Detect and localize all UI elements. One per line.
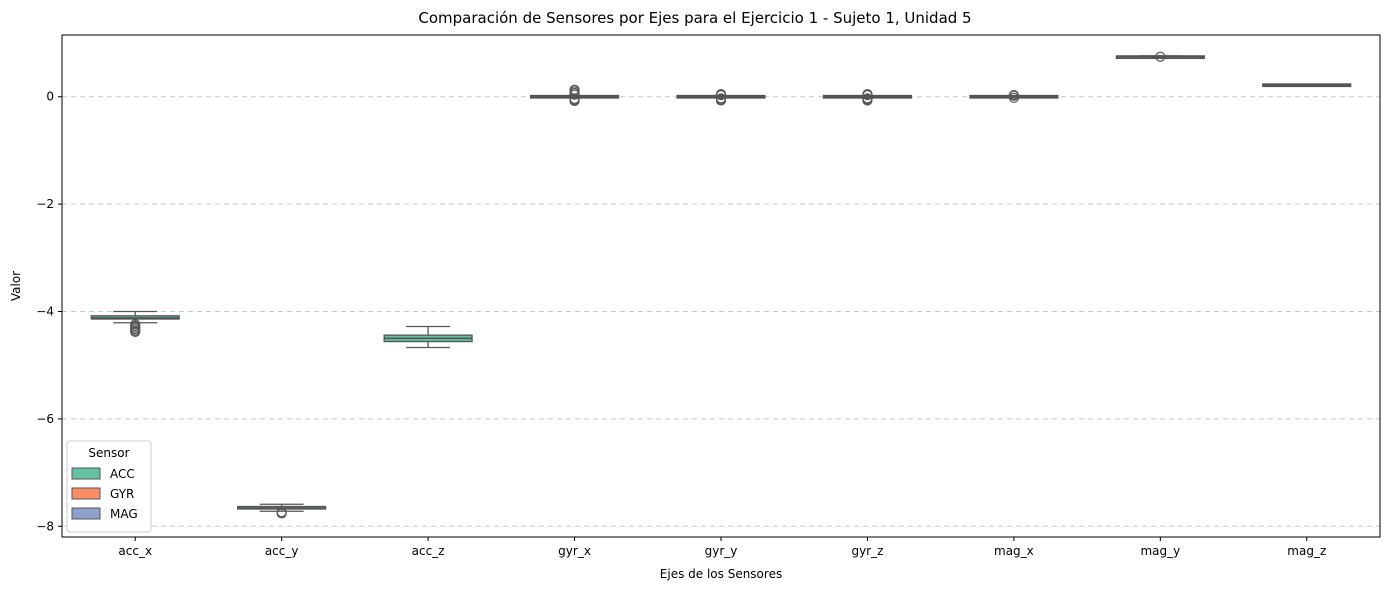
box-acc_x [90,310,180,338]
y-tick-label-1: −2 [36,197,54,211]
outlier-gyr_z-1 [862,88,873,100]
legend-label-mag: MAG [110,507,138,521]
outlier-acc_x-5 [130,326,141,338]
y-axis-label: Valor [9,271,23,301]
x-tick-label-acc_x: acc_x [118,544,152,558]
legend-label-acc: ACC [110,467,135,481]
outlier-gyr_x-6 [569,95,580,107]
outlier-gyr_y-1 [715,88,727,100]
y-tick-label-3: −6 [36,412,54,426]
x-tick-label-mag_y: mag_y [1140,544,1180,558]
y-tick-label-2: −4 [36,305,54,319]
legend-entries: ACC GYR MAG [71,467,138,521]
box-acc_y [237,503,327,519]
y-tick-label-4: −8 [36,519,54,533]
x-tick-label-gyr_z: gyr_z [851,544,883,558]
x-axis: acc_x acc_y acc_z gyr_x gyr_y gyr_z mag_x mag_y… [118,537,1326,558]
legend-title: Sensor [88,446,129,460]
outlier-gyr_z-4 [862,95,873,106]
box-mag_z [1262,83,1352,88]
y-axis: 0 −2 −4 −6 −8 [36,90,62,533]
box-mag_y [1115,51,1205,62]
x-tick-label-gyr_y: gyr_y [705,544,738,558]
box-acc_z [383,325,473,349]
box-series [90,51,1352,519]
x-tick-label-acc_y: acc_y [265,544,299,558]
outlier-mag_x-1 [1008,90,1019,101]
legend-label-gyr: GYR [110,487,134,501]
box-mag_x [969,90,1059,103]
outlier-gyr_y-4 [715,95,727,106]
chart-title: Comparación de Sensores por Ejes para el… [418,9,971,27]
legend: Sensor ACC GYR MAG [66,440,152,533]
x-tick-label-gyr_x: gyr_x [558,544,591,558]
legend-swatch-mag [71,507,101,520]
x-tick-label-mag_x: mag_x [994,544,1034,558]
outlier-acc_y-1 [276,508,287,519]
legend-swatch-acc [71,467,101,480]
outlier-mag_y-0 [1155,51,1166,62]
x-tick-label-acc_z: acc_z [412,544,445,558]
x-tick-label-mag_z: mag_z [1287,544,1326,558]
x-axis-label: Ejes de los Sensores [660,567,782,581]
outlier-mag_x-2 [1008,92,1019,103]
box-gyr_x [529,84,620,107]
y-tick-label-0: 0 [46,90,54,104]
box-gyr_z [822,88,913,106]
plot-area-frame [61,34,1381,538]
y-gridlines [62,96,1380,527]
legend-swatch-gyr [71,487,101,500]
box-gyr_y [676,88,766,106]
